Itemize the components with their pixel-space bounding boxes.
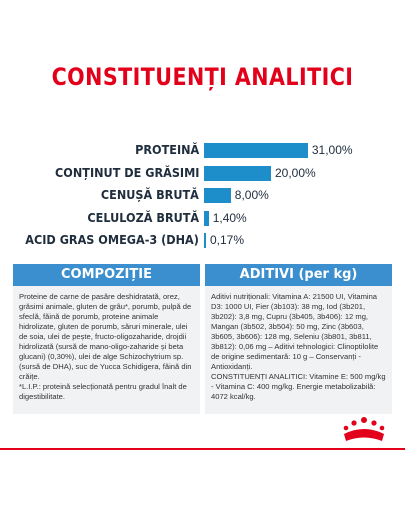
composition-header: COMPOZIȚIE bbox=[13, 264, 200, 286]
additives-text: Aditivi nutriționali: Vitamina A: 21500 … bbox=[205, 286, 392, 414]
nutrient-row: PROTEINĂ 31,00% bbox=[0, 140, 405, 160]
nutrient-value: 1,40% bbox=[212, 210, 247, 225]
nutrient-value: 20,00% bbox=[275, 165, 316, 180]
nutrient-value: 8,00% bbox=[234, 188, 269, 202]
nutrient-row: CENUȘĂ BRUTĂ 8,00% bbox=[0, 185, 405, 205]
nutrient-label: CELULOZĂ BRUTĂ bbox=[87, 209, 199, 225]
nutrient-label: CENUȘĂ BRUTĂ bbox=[101, 187, 199, 202]
nutrient-bar bbox=[204, 210, 209, 226]
nutrient-row: CONȚINUT DE GRĂSIMI 20,00% bbox=[0, 163, 405, 183]
nutrient-bar bbox=[204, 188, 231, 203]
nutrient-value: 31,00% bbox=[311, 143, 353, 157]
nutrient-value: 0,17% bbox=[210, 233, 245, 247]
additives-header: ADITIVI (per kg) bbox=[205, 264, 392, 286]
nutrient-row: ACID GRAS OMEGA-3 (DHA) 0,17% bbox=[0, 230, 405, 250]
royal-canin-crown-logo bbox=[343, 417, 385, 441]
footer-divider bbox=[0, 448, 405, 450]
nutrient-bar bbox=[204, 233, 206, 248]
page-title: CONSTITUENȚI ANALITICI bbox=[51, 63, 354, 91]
nutrient-bar bbox=[204, 143, 308, 158]
composition-text: Proteine de carne de pasăre deshidratată… bbox=[13, 286, 200, 414]
nutrient-label: PROTEINĂ bbox=[134, 142, 199, 157]
nutrient-row: CELULOZĂ BRUTĂ 1,40% bbox=[0, 208, 405, 228]
nutrient-bar bbox=[204, 165, 271, 181]
nutrient-label: CONȚINUT DE GRĂSIMI bbox=[54, 164, 199, 180]
nutrient-label: ACID GRAS OMEGA-3 (DHA) bbox=[25, 232, 199, 247]
